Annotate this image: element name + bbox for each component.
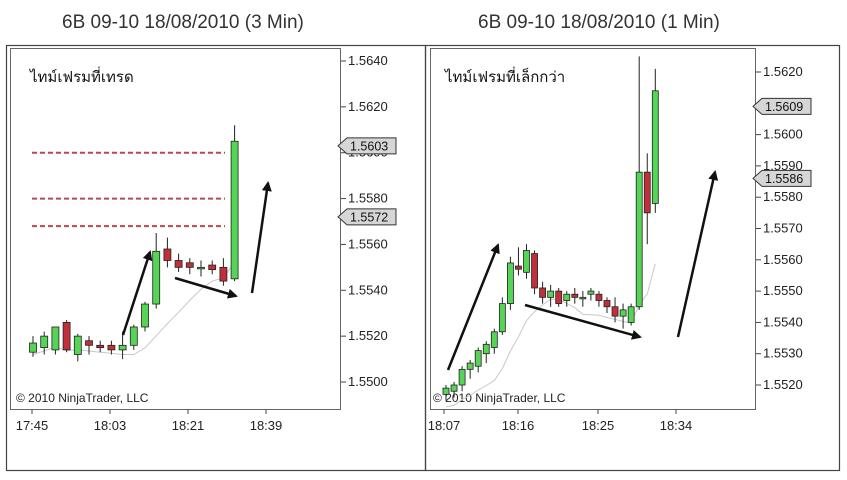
candle-up — [458, 368, 466, 386]
candle-up — [635, 171, 643, 308]
arrow-down-1 — [174, 276, 238, 299]
price-label-box — [752, 97, 812, 115]
candle-up — [506, 262, 514, 305]
candle-up — [651, 90, 659, 204]
candle-down — [219, 266, 228, 282]
y-tick-label: 1.5520 — [348, 328, 388, 343]
x-tick-label: 18:34 — [660, 418, 693, 433]
candle-up — [474, 350, 482, 367]
annotation-arrows-right — [446, 170, 719, 371]
x-tick-label: 18:21 — [172, 418, 205, 433]
chart-title-right: 6B 09-10 18/08/2010 (1 Min) — [478, 12, 720, 33]
price-label-text: 1.5586 — [765, 172, 803, 186]
arrow-up-4 — [676, 170, 719, 338]
candle-up — [563, 293, 571, 301]
candle-up — [498, 303, 506, 333]
arrow-up-1 — [121, 250, 153, 336]
y-tick-label: 1.5590 — [763, 158, 803, 173]
x-tick-label: 18:25 — [582, 418, 615, 433]
candle-up — [482, 343, 490, 355]
candle-up — [466, 362, 474, 370]
candle-down — [208, 264, 217, 271]
candle-down — [96, 344, 105, 349]
price-label-text: 1.5572 — [350, 210, 388, 224]
copyright-left: © 2010 NinjaTrader, LLC — [16, 391, 149, 405]
x-tick-label: 17:45 — [16, 418, 49, 433]
candle-down — [611, 306, 619, 317]
candle-down — [539, 287, 546, 298]
annotation-arrows-left — [121, 181, 272, 336]
copyright-right: © 2010 NinjaTrader, LLC — [433, 391, 566, 405]
chart-frame-right — [424, 44, 841, 472]
y-tick-label: 1.5500 — [348, 374, 388, 389]
candle-up — [547, 290, 555, 298]
price-label-box — [752, 169, 812, 187]
plot-area-left — [10, 48, 341, 410]
candle-up — [230, 140, 239, 280]
candle-down — [163, 248, 172, 261]
x-tick-label: 18:07 — [428, 418, 461, 433]
price-label-text: 1.5609 — [765, 100, 803, 114]
y-tick-label: 1.5520 — [763, 377, 803, 392]
y-tick-label: 1.5620 — [348, 99, 388, 114]
candle-down — [107, 344, 116, 351]
y-tick-label: 1.5570 — [763, 221, 803, 236]
candle-down — [515, 265, 522, 270]
y-tick-label: 1.5620 — [763, 64, 803, 79]
candle-down — [185, 262, 194, 268]
candle-down — [531, 253, 538, 289]
y-tick-label: 1.5560 — [348, 236, 388, 251]
candle-up — [619, 309, 627, 317]
y-tick-label: 1.5580 — [348, 191, 388, 206]
candle-up — [587, 290, 595, 295]
candle-up — [627, 306, 635, 323]
y-tick-label: 1.5540 — [348, 282, 388, 297]
arrow-down-2 — [524, 303, 642, 340]
y-tick-label: 1.5600 — [763, 127, 803, 142]
candle-down — [555, 290, 563, 305]
y-tick-label: 1.5530 — [763, 346, 803, 361]
x-tick-label: 18:03 — [94, 418, 127, 433]
candle-down — [85, 340, 93, 346]
candle-down — [62, 321, 71, 351]
candle-up — [129, 326, 138, 346]
candle-down — [174, 260, 183, 268]
chart-label-right: ไทม์เฟรมที่เล็กกว่า — [444, 66, 565, 86]
chart-title-left: 6B 09-10 18/08/2010 (3 Min) — [62, 12, 304, 33]
y-tick-label: 1.5550 — [763, 283, 803, 298]
candle-down — [603, 300, 611, 308]
chart-layer-right: 1.5520 1.5530 1.5540 1.5550 1.5560 1.5570 1.55… — [428, 56, 812, 433]
x-tick-label: 18:16 — [502, 418, 535, 433]
candle-up — [152, 250, 161, 305]
candle-up — [73, 335, 82, 355]
chart-label-left: ไทม์เฟรมที่เทรด — [29, 66, 134, 86]
y-tick-label: 1.5640 — [348, 53, 388, 68]
candle-up — [442, 387, 450, 395]
candle-down — [595, 293, 603, 301]
price-label-text: 1.5603 — [350, 139, 388, 153]
price-label-box — [337, 208, 397, 226]
candle-up — [118, 344, 127, 351]
candle-up — [523, 250, 530, 273]
candle-up — [51, 326, 60, 351]
arrow-up-3 — [446, 243, 500, 371]
candle-up — [29, 342, 37, 353]
candle-up — [579, 296, 587, 300]
candle-up — [197, 266, 205, 270]
y-tick-label: 1.5580 — [763, 189, 803, 204]
chart-layer-left: 1.55001.55201.55401.55601.55801.56001.56… — [16, 53, 397, 433]
plot-area-right — [430, 48, 756, 410]
x-tick-label: 18:39 — [250, 418, 283, 433]
candle-up — [450, 384, 458, 392]
candle-down — [571, 293, 579, 298]
candle-up — [141, 303, 149, 328]
arrow-up-2 — [250, 181, 272, 294]
y-tick-label: 1.5540 — [763, 314, 803, 329]
price-label-box — [337, 137, 397, 155]
candle-up — [40, 335, 49, 349]
candle-up — [490, 331, 498, 348]
candle-down — [643, 171, 651, 214]
y-tick-label: 1.5560 — [763, 252, 803, 267]
